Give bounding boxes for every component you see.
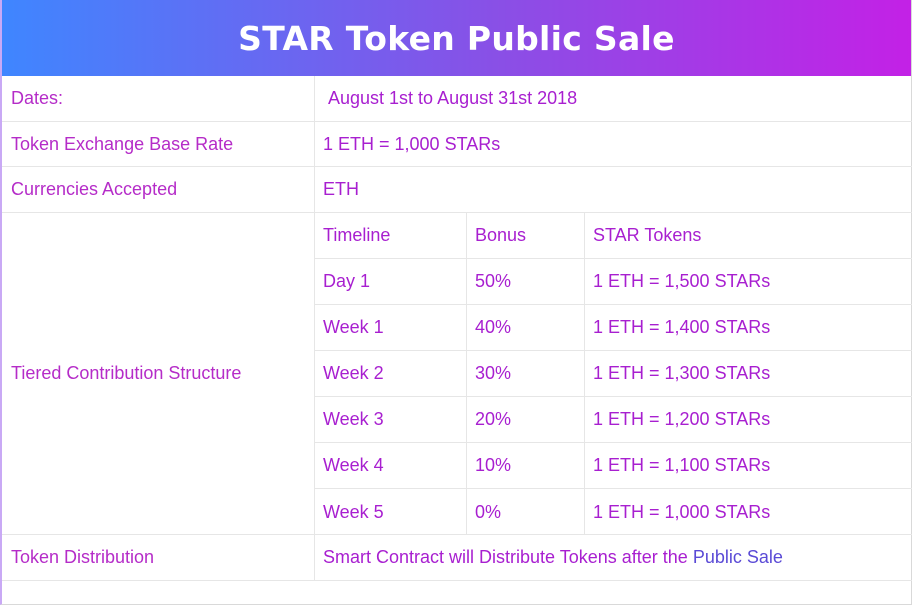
tier-bonus: 30%: [467, 351, 585, 396]
title-banner: STAR Token Public Sale: [2, 0, 911, 76]
tier-tokens: 1 ETH = 1,200 STARs: [593, 409, 771, 429]
tier-row: Week 3 20% 1 ETH = 1,200 STARs: [315, 397, 912, 443]
tier-tokens: 1 ETH = 1,500 STARs: [593, 271, 771, 291]
distribution-value-part1: Smart Contract will Distribute Tokens af…: [323, 547, 688, 567]
tier-bonus: 20%: [467, 397, 585, 442]
tier-bonus: 40%: [467, 305, 585, 350]
tier-timeline: Day 1: [315, 259, 467, 304]
tier-row: Week 5 0% 1 ETH = 1,000 STARs: [315, 489, 912, 535]
base-rate-value: 1 ETH = 1,000 STARs: [323, 133, 501, 154]
tier-header-bonus: Bonus: [467, 213, 585, 258]
tier-tokens: 1 ETH = 1,300 STARs: [593, 363, 771, 383]
tier-bonus: 0%: [467, 489, 585, 535]
distribution-label: Token Distribution: [2, 535, 315, 580]
distribution-value-part2: Public Sale: [692, 547, 783, 567]
currencies-value: ETH: [323, 179, 359, 199]
tier-timeline: Week 2: [315, 351, 467, 396]
tier-tokens: 1 ETH = 1,100 STARs: [593, 455, 771, 475]
tier-header-row: Timeline Bonus STAR Tokens: [315, 213, 912, 259]
dates-label: Dates:: [2, 76, 315, 121]
tier-row: Week 4 10% 1 ETH = 1,100 STARs: [315, 443, 912, 489]
tier-tokens: 1 ETH = 1,000 STARs: [593, 501, 771, 522]
tier-row: Week 2 30% 1 ETH = 1,300 STARs: [315, 351, 912, 397]
tier-bonus: 10%: [467, 443, 585, 488]
tier-timeline: Week 4: [315, 443, 467, 488]
currencies-row: Currencies Accepted ETH: [2, 167, 912, 213]
base-rate-row: Token Exchange Base Rate 1 ETH = 1,000 S…: [2, 122, 912, 167]
distribution-value: Smart Contract will Distribute Tokens af…: [315, 535, 912, 580]
tier-timeline: Week 1: [315, 305, 467, 350]
page-title: STAR Token Public Sale: [238, 18, 675, 58]
tier-header-tokens: STAR Tokens: [593, 225, 702, 245]
tier-row: Week 1 40% 1 ETH = 1,400 STARs: [315, 305, 912, 351]
currencies-label: Currencies Accepted: [2, 167, 315, 212]
tier-bonus: 50%: [467, 259, 585, 304]
tier-row: Day 1 50% 1 ETH = 1,500 STARs: [315, 259, 912, 305]
tiered-row: Tiered Contribution Structure Timeline B…: [2, 213, 912, 535]
distribution-row: Token Distribution Smart Contract will D…: [2, 535, 912, 581]
tier-tokens: 1 ETH = 1,400 STARs: [593, 317, 771, 337]
tier-timeline: Week 3: [315, 397, 467, 442]
dates-row: Dates: August 1st to August 31st 2018: [2, 76, 912, 122]
tiered-label: Tiered Contribution Structure: [2, 213, 315, 534]
base-rate-label: Token Exchange Base Rate: [2, 122, 315, 166]
dates-value: August 1st to August 31st 2018: [328, 88, 578, 108]
tier-header-timeline: Timeline: [315, 213, 467, 258]
tier-timeline: Week 5: [315, 489, 467, 535]
